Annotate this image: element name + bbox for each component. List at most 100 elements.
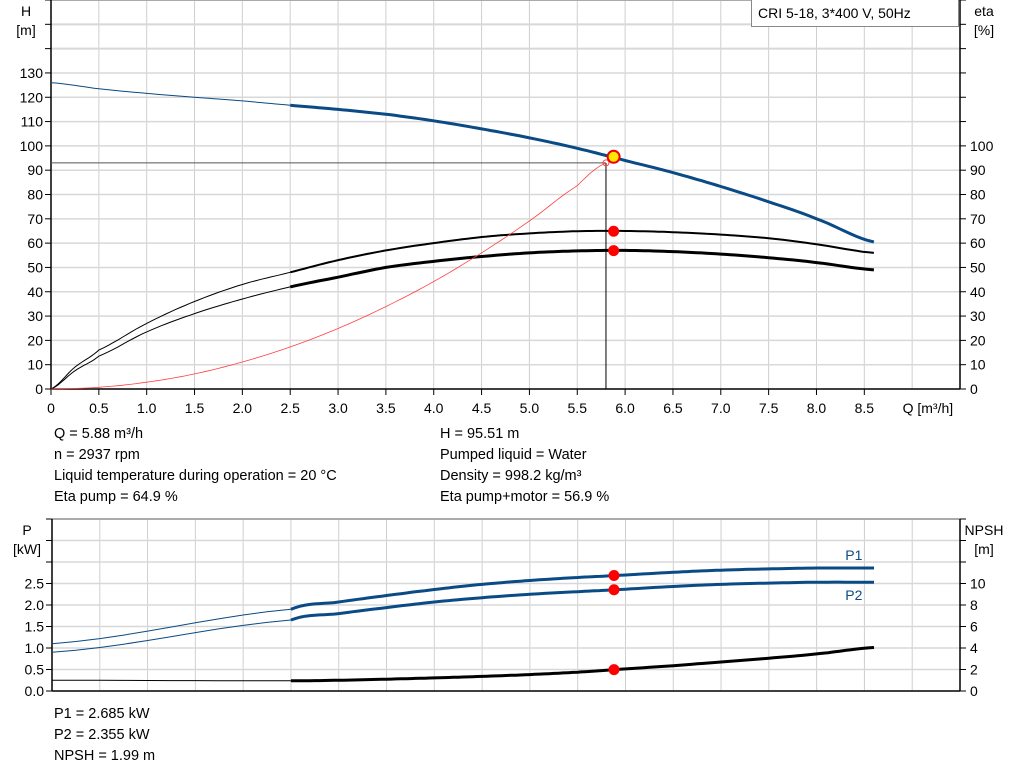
x-axis-title: Q [m³/h] <box>903 400 954 416</box>
info-eta-pm: Eta pump+motor = 56.9 % <box>440 489 610 505</box>
power-duty-point <box>608 584 620 596</box>
x-tick-label: 6.0 <box>615 400 635 416</box>
x-tick-label: 8.0 <box>807 400 827 416</box>
y-tick-label: 0.5 <box>25 662 45 678</box>
series-npsh <box>290 646 875 683</box>
y-tick-label: 50 <box>27 259 43 275</box>
y-axis-title: H <box>21 3 31 19</box>
y2-tick-label: 2 <box>970 662 978 678</box>
y2-axis-title: NPSH <box>965 522 1004 538</box>
series-p1-extrapolated <box>51 608 291 645</box>
x-tick-label: 3.0 <box>328 400 348 416</box>
y2-tick-label: 90 <box>970 162 986 178</box>
info-liquid: Pumped liquid = Water <box>440 447 587 463</box>
x-tick-label: 4.5 <box>472 400 492 416</box>
series-system-curve <box>50 162 607 390</box>
y-tick-label: 120 <box>20 89 44 105</box>
y2-tick-label: 40 <box>970 284 986 300</box>
info-temp: Liquid temperature during operation = 20… <box>54 468 337 484</box>
x-tick-label: 1.5 <box>185 400 205 416</box>
y2-tick-label: 4 <box>970 640 978 656</box>
info-power: P1 = 2.685 kW P2 = 2.355 kW NPSH = 1.99 … <box>54 704 155 767</box>
y-tick-label: 60 <box>27 235 43 251</box>
y-tick-label: 1.0 <box>25 640 45 656</box>
power-duty-point <box>608 570 620 582</box>
y-tick-label: 40 <box>27 284 43 300</box>
y-tick-label: 70 <box>27 211 43 227</box>
y2-tick-label: 8 <box>970 597 978 613</box>
y-tick-label: 100 <box>20 138 44 154</box>
y-tick-label: 1.5 <box>25 619 45 635</box>
series-npsh-extrapolated <box>52 679 291 682</box>
y-tick-label: 10 <box>27 357 43 373</box>
y-tick-label: 90 <box>27 162 43 178</box>
y-axis-title: P <box>22 522 31 538</box>
x-tick-label: 3.5 <box>376 400 396 416</box>
x-tick-label: 8.5 <box>855 400 875 416</box>
series-eta-pump-extrapolated <box>50 271 291 390</box>
series-eta-pump-motor-extrapolated <box>50 286 291 390</box>
info-left: Q = 5.88 m³/h n = 2937 rpm Liquid temper… <box>54 424 337 508</box>
y2-tick-label: 6 <box>970 619 978 635</box>
x-tick-label: 0.5 <box>89 400 109 416</box>
y-tick-label: 30 <box>27 308 43 324</box>
info-q: Q = 5.88 m³/h <box>54 426 144 442</box>
series-p2 <box>290 580 874 622</box>
y-tick-label: 2.5 <box>25 576 45 592</box>
info-h: H = 95.51 m <box>440 426 520 442</box>
series-h-extrapolated <box>50 82 291 106</box>
y-tick-label: 130 <box>20 65 44 81</box>
x-tick-label: 0 <box>47 400 55 416</box>
x-tick-label: 5.5 <box>568 400 588 416</box>
series-p1 <box>290 566 874 611</box>
y2-tick-label: 30 <box>970 308 986 324</box>
y2-axis-unit: [%] <box>974 22 994 38</box>
y-axis-unit: [m] <box>16 22 35 38</box>
info-eta-pump: Eta pump = 64.9 % <box>54 489 178 505</box>
system-point <box>602 159 610 167</box>
y2-tick-label: 70 <box>970 211 986 227</box>
y2-tick-label: 10 <box>970 357 986 373</box>
series-eta-pump-motor <box>289 248 875 289</box>
y-tick-label: 0.0 <box>25 683 45 699</box>
y2-tick-label: 100 <box>970 138 994 154</box>
y-tick-label: 2.0 <box>25 597 45 613</box>
x-tick-label: 7.0 <box>711 400 731 416</box>
y2-axis-title: eta <box>974 3 994 19</box>
pump-label: CRI 5-18, 3*400 V, 50Hz <box>751 0 959 27</box>
series-eta-pump <box>289 229 875 274</box>
info-n: n = 2937 rpm <box>54 447 140 463</box>
info-density: Density = 998.2 kg/m³ <box>440 468 582 484</box>
y2-tick-label: 0 <box>970 683 978 699</box>
y-tick-label: 0 <box>35 381 43 397</box>
power-duty-point <box>608 664 620 676</box>
y2-tick-label: 20 <box>970 332 986 348</box>
y2-tick-label: 0 <box>970 381 978 397</box>
x-tick-label: 4.0 <box>424 400 444 416</box>
x-tick-label: 7.5 <box>759 400 779 416</box>
y2-axis-unit: [m] <box>974 541 993 557</box>
y-tick-label: 110 <box>21 114 44 130</box>
info-p2: P2 = 2.355 kW <box>54 727 150 743</box>
eta-duty-point <box>608 245 620 257</box>
x-tick-label: 5.0 <box>520 400 540 416</box>
label-p2: P2 <box>845 587 862 603</box>
series-p2-extrapolated <box>51 619 291 653</box>
info-p1: P1 = 2.685 kW <box>54 706 150 722</box>
operating-point <box>606 149 621 164</box>
y2-tick-label: 60 <box>970 235 986 251</box>
eta-duty-point <box>608 225 620 237</box>
info-right: H = 95.51 m Pumped liquid = Water Densit… <box>440 424 609 508</box>
y-tick-label: 80 <box>27 187 43 203</box>
y2-tick-label: 10 <box>970 576 986 592</box>
x-tick-label: 2.0 <box>233 400 253 416</box>
x-tick-label: 1.0 <box>137 400 157 416</box>
y2-tick-label: 50 <box>970 259 986 275</box>
x-tick-label: 2.5 <box>280 400 300 416</box>
y-axis-unit: [kW] <box>13 541 41 557</box>
y-tick-label: 20 <box>27 332 43 348</box>
label-p1: P1 <box>845 547 862 563</box>
series-h <box>290 103 875 244</box>
